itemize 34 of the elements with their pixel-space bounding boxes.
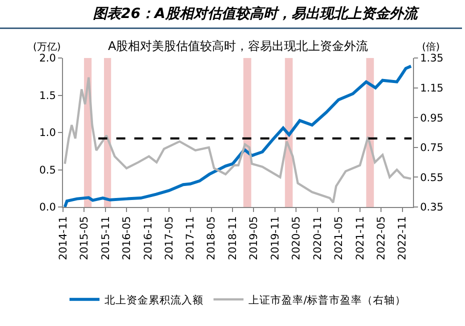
y-tick-label: 0.0 <box>39 202 56 214</box>
x-tick-label: 2021-05 <box>332 216 345 260</box>
y-tick-label: 1.0 <box>39 127 56 140</box>
x-tick-label: 2017-05 <box>163 216 176 260</box>
x-tick-label: 2017-11 <box>184 216 197 260</box>
y-tick-label: 0.5 <box>39 164 56 176</box>
chart-subtitle: A股相对美股估值较高时，容易出现北上资金外流 <box>108 39 368 53</box>
legend-label: 上证市盈率/标普市盈率（右轴） <box>248 293 406 306</box>
x-tick-label: 2016-11 <box>142 216 154 260</box>
y2-tick-label: 0.95 <box>420 112 444 124</box>
x-tick-label: 2015-05 <box>78 216 90 260</box>
y2-tick-label: 1.35 <box>420 52 444 65</box>
legend-label: 北上资金累积流入额 <box>104 293 204 306</box>
chart-title: 图表26：A股相对估值较高时，易出现北上资金外流 <box>93 4 420 22</box>
x-tick-label: 2022-11 <box>396 216 409 260</box>
x-tick-label: 2014-11 <box>57 216 70 260</box>
x-tick-label: 2020-05 <box>290 216 303 260</box>
x-tick-label: 2022-05 <box>375 216 388 260</box>
y2-axis-title: (倍) <box>422 41 440 53</box>
y2-tick-label: 0.35 <box>420 202 444 214</box>
x-tick-label: 2019-11 <box>269 216 282 260</box>
x-tick-label: 2019-05 <box>248 216 260 260</box>
x-tick-label: 2020-11 <box>312 216 324 260</box>
y-tick-label: 2.0 <box>39 52 56 65</box>
x-tick-label: 2018-11 <box>227 216 240 260</box>
y-tick-label: 1.5 <box>39 90 56 102</box>
x-tick-label: 2015-11 <box>100 216 112 260</box>
x-tick-label: 2016-05 <box>120 216 133 260</box>
x-tick-label: 2021-11 <box>354 216 366 260</box>
y2-tick-label: 0.55 <box>420 172 444 184</box>
y-axis-title: (万亿) <box>33 42 61 53</box>
x-tick-label: 2018-05 <box>206 216 218 260</box>
y2-tick-label: 0.75 <box>420 142 444 154</box>
y2-tick-label: 1.15 <box>420 82 444 94</box>
